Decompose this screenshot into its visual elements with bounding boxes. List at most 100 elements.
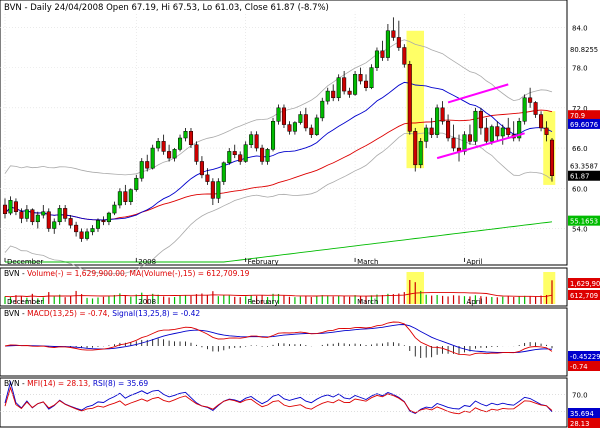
macd-panel — [0, 307, 568, 377]
candle-down — [446, 120, 451, 139]
candle-down — [342, 77, 347, 92]
candle-down — [145, 161, 150, 169]
volume-x-label: 2008 — [138, 298, 156, 306]
candle-down — [210, 181, 215, 199]
price-tick-label: 72.0 — [572, 105, 588, 113]
candle-up — [117, 191, 122, 206]
candle-up — [325, 90, 330, 102]
candle-up — [57, 208, 62, 223]
volume-header: BVN - Volume(-) = 1,629,900.00, MA(Volum… — [4, 269, 250, 278]
mfi-value-tag: 35.694 — [570, 410, 594, 418]
candle-up — [473, 110, 478, 142]
candle-down — [533, 102, 538, 115]
candle-down — [287, 124, 292, 132]
candle-up — [172, 149, 177, 159]
rsi-line — [4, 380, 553, 415]
candle-down — [402, 47, 407, 65]
price-header: BVN - Daily 24/04/2008 Open 67.19, Hi 67… — [4, 3, 329, 13]
candle-up — [95, 220, 101, 229]
price-value-tag: 55.1653 — [570, 218, 598, 226]
candle-down — [363, 80, 369, 88]
candle-up — [336, 77, 341, 99]
price-panel — [0, 0, 568, 266]
mfi-line — [4, 386, 553, 415]
candle-up — [276, 107, 281, 122]
macd-value-tag-bg — [568, 361, 600, 371]
volume-ma-line — [4, 292, 553, 298]
candle-down — [74, 224, 79, 233]
volume-x-label: April — [466, 298, 482, 306]
candle-up — [216, 181, 221, 199]
candle-down — [167, 151, 172, 159]
macd-symbol: BVN — [4, 309, 20, 318]
candle-down — [19, 211, 24, 219]
candle-up — [183, 131, 188, 139]
candle-down — [407, 64, 412, 132]
candle-up — [385, 30, 390, 58]
channel-lower — [436, 132, 525, 160]
signal-value: Signal(13,25,8) = -0.42 — [112, 309, 200, 318]
candle-up — [435, 107, 440, 135]
candle-down — [429, 127, 434, 135]
volume-value: Volume(-) = 1,629,900.00, — [27, 269, 127, 278]
right-price-tags: 80.8255 70.969.6076 63.3587 61.87 55.1653 1,6… — [568, 43, 600, 428]
candle-down — [46, 211, 51, 229]
candle-up — [489, 126, 494, 142]
price-value-tag-bg — [568, 170, 600, 181]
candle-up — [156, 141, 161, 149]
candle-down — [30, 209, 35, 223]
lower-band-line — [4, 132, 553, 275]
volume-value-tag: 612,709 — [570, 292, 598, 300]
candle-up — [298, 114, 303, 123]
candle-up — [265, 149, 270, 162]
price-value-tag: 61.87 — [570, 173, 589, 181]
candle-down — [101, 220, 106, 223]
candle-down — [79, 231, 84, 239]
candle-down — [205, 174, 210, 182]
candle-down — [391, 30, 396, 38]
candle-up — [85, 231, 90, 239]
candle-up — [24, 209, 29, 219]
candle-up — [522, 97, 527, 122]
candle-up — [178, 137, 183, 150]
candle-down — [331, 90, 336, 99]
macd-header: BVN - MACD(13,25) = -0.74, Signal(13,25,… — [4, 309, 200, 318]
candle-up — [52, 221, 57, 229]
price-tick-label: 60.0 — [572, 185, 588, 193]
mfi-value: MFI(14) = 28.13, — [27, 379, 90, 388]
mfi-value-tag-bg — [568, 418, 600, 428]
price-x-label: March — [357, 258, 378, 266]
volume-value-tag-bg — [568, 290, 600, 300]
candle-down — [303, 114, 308, 129]
macd-line — [4, 321, 553, 356]
price-value-tag-bg — [568, 43, 600, 54]
candle-up — [320, 100, 325, 119]
candle-up — [128, 189, 133, 202]
mfi-tick-label: 70.0 — [572, 392, 588, 400]
mfi-rsi-lines — [4, 380, 553, 415]
candle-down — [467, 134, 472, 142]
candle-up — [369, 67, 374, 88]
candle-up — [90, 228, 95, 233]
rsi-value: RSI(8) = 35.69 — [93, 379, 149, 388]
macd-value: MACD(13,25) = -0.74, — [27, 309, 110, 318]
candle-up — [150, 147, 155, 169]
candle-up — [314, 117, 319, 135]
mfi-value-tag: 28.13 — [570, 420, 589, 428]
candle-down — [549, 139, 555, 176]
volume-bars — [4, 272, 556, 304]
volume-symbol: BVN — [4, 269, 20, 278]
volume-x-label: March — [357, 298, 378, 306]
signal-line — [4, 324, 553, 353]
candle-up — [243, 144, 248, 162]
volume-value-tag: 1,629,900 — [570, 280, 600, 288]
candle-down — [413, 131, 418, 166]
price-x-label: February — [248, 258, 279, 266]
macd-value-tag: -0.74 — [570, 363, 588, 371]
candle-up — [106, 212, 111, 223]
candle-down — [260, 147, 265, 162]
price-value-tag: 80.8255 — [570, 46, 598, 54]
price-value-tag-bg — [568, 215, 600, 226]
candle-down — [506, 127, 511, 135]
